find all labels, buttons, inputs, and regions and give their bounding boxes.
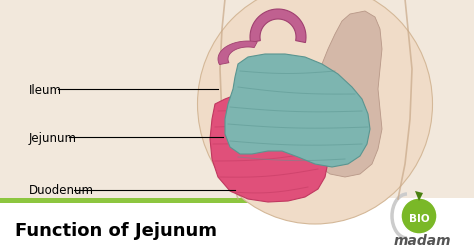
Text: BIO: BIO [409,213,429,223]
Text: Ileum: Ileum [28,84,62,96]
Polygon shape [415,191,423,201]
Text: madam: madam [393,233,451,247]
Polygon shape [210,87,328,202]
Polygon shape [218,42,257,65]
Bar [0,198,474,250]
Text: Duodenum: Duodenum [28,184,93,196]
Circle shape [401,198,437,234]
Bar [0,198,290,203]
Polygon shape [318,12,382,177]
Text: Jejunum: Jejunum [28,131,76,144]
Text: Function of Jejunum: Function of Jejunum [15,221,217,239]
Polygon shape [250,10,306,43]
Polygon shape [225,55,370,167]
Ellipse shape [198,0,432,224]
